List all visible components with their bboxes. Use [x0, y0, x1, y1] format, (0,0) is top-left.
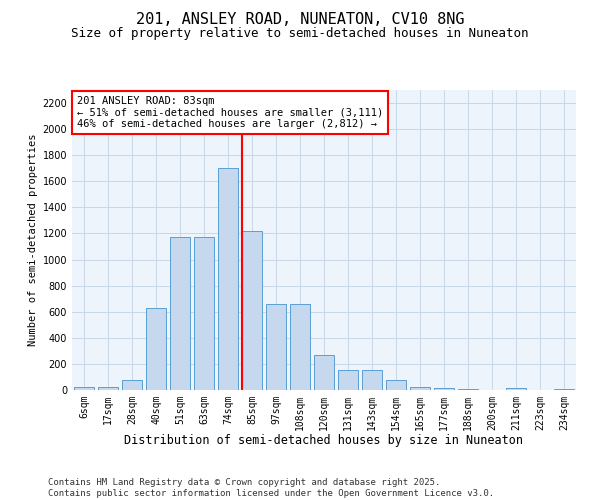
Bar	[170, 238, 190, 390]
Bar	[218, 168, 238, 390]
Bar	[506, 388, 526, 390]
Bar	[410, 386, 430, 390]
Text: Size of property relative to semi-detached houses in Nuneaton: Size of property relative to semi-detach…	[71, 28, 529, 40]
Bar	[314, 355, 334, 390]
Bar	[242, 231, 262, 390]
Text: Contains HM Land Registry data © Crown copyright and database right 2025.
Contai: Contains HM Land Registry data © Crown c…	[48, 478, 494, 498]
Bar	[122, 380, 142, 390]
Bar	[98, 388, 118, 390]
Bar	[434, 388, 454, 390]
Bar	[74, 388, 94, 390]
Y-axis label: Number of semi-detached properties: Number of semi-detached properties	[28, 134, 38, 346]
Bar	[266, 304, 286, 390]
Text: 201 ANSLEY ROAD: 83sqm
← 51% of semi-detached houses are smaller (3,111)
46% of : 201 ANSLEY ROAD: 83sqm ← 51% of semi-det…	[77, 96, 383, 129]
Bar	[386, 380, 406, 390]
Bar	[290, 304, 310, 390]
X-axis label: Distribution of semi-detached houses by size in Nuneaton: Distribution of semi-detached houses by …	[125, 434, 523, 448]
Bar	[146, 308, 166, 390]
Text: 201, ANSLEY ROAD, NUNEATON, CV10 8NG: 201, ANSLEY ROAD, NUNEATON, CV10 8NG	[136, 12, 464, 28]
Bar	[362, 370, 382, 390]
Bar	[194, 238, 214, 390]
Bar	[338, 370, 358, 390]
